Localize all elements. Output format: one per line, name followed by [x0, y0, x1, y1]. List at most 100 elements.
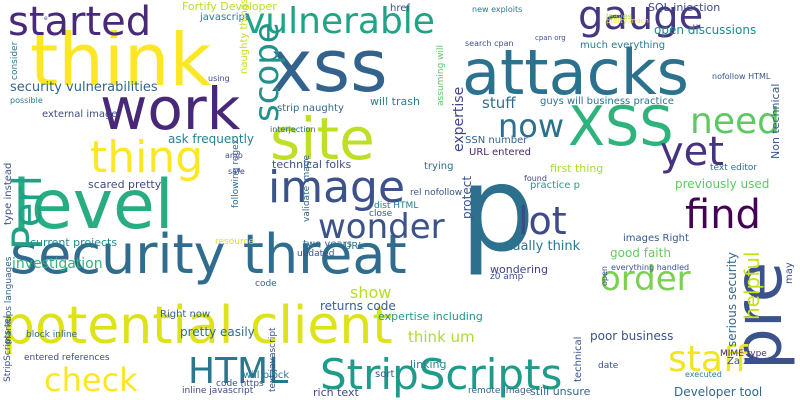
cloud-word: validate image: [302, 154, 312, 222]
cloud-word: guys will business practice: [540, 96, 674, 107]
cloud-word: need: [690, 101, 780, 142]
cloud-word: linking: [410, 358, 447, 371]
cloud-word: code: [255, 279, 277, 289]
cloud-word: amp: [225, 151, 243, 160]
cloud-word: good faith: [610, 246, 671, 260]
cloud-word: check: [44, 361, 138, 399]
cloud-word: Za z0: [727, 356, 755, 367]
cloud-word: pretty easily: [180, 325, 255, 339]
cloud-word: HTML: [188, 351, 289, 392]
cloud-word: started: [8, 0, 152, 45]
cloud-word: Developer tool: [674, 385, 763, 399]
cloud-word: trying: [424, 161, 454, 172]
cloud-word: inline javascript: [182, 386, 254, 396]
cloud-word: first thing: [550, 162, 604, 175]
cloud-word: interjection: [270, 125, 316, 134]
cloud-word: Non technical: [769, 83, 782, 159]
cloud-word: URL: [344, 241, 364, 252]
cloud-word: following regex: [231, 139, 241, 208]
cloud-word: may: [784, 262, 795, 284]
cloud-word: vulnerable: [244, 1, 435, 42]
cloud-word: href: [390, 3, 410, 14]
cloud-word: consider: [10, 41, 20, 80]
cloud-word: find: [685, 192, 761, 238]
cloud-word: order: [600, 259, 691, 299]
cloud-word: p: [460, 140, 535, 278]
cloud-word: open: [600, 266, 609, 286]
cloud-word: MIME type: [720, 349, 767, 359]
cloud-word: think: [30, 18, 212, 102]
cloud-word: staff: [668, 339, 748, 380]
cloud-word: everything handled: [611, 263, 690, 272]
cloud-word: text editor: [710, 163, 758, 173]
cloud-word: actually think: [492, 239, 581, 254]
cloud-word: site: [270, 105, 375, 173]
cloud-word: stuff: [482, 94, 516, 112]
cloud-word: markups languages: [4, 256, 14, 345]
cloud-word: current projects: [30, 236, 118, 249]
cloud-word: nofollow HTML: [712, 72, 771, 81]
cloud-word: investigation: [12, 256, 103, 272]
cloud-word: new exploits: [472, 5, 523, 14]
cloud-word: remote image: [468, 386, 532, 396]
cloud-word: ask frequently: [168, 132, 254, 146]
cloud-word: e: [44, 15, 48, 22]
cloud-word: yet: [660, 129, 724, 175]
cloud-word: search cpan: [465, 39, 514, 48]
cloud-word: two years: [303, 239, 352, 250]
cloud-word: work: [100, 75, 241, 143]
cloud-word: resource: [215, 237, 254, 247]
cloud-word: much everything: [580, 40, 666, 51]
cloud-word: Fortify Developer: [182, 0, 277, 13]
cloud-word: technical: [573, 336, 584, 382]
cloud-word: image: [268, 162, 406, 213]
cloud-word: technical folks: [272, 158, 352, 171]
cloud-word: expertise including: [378, 310, 483, 323]
cloud-word: safe: [228, 167, 245, 176]
cloud-word: URL entered: [469, 147, 531, 158]
cloud-word: date: [598, 361, 619, 371]
cloud-word: close: [369, 209, 393, 219]
cloud-word: XSS: [568, 95, 674, 158]
cloud-word: block inline: [26, 330, 78, 340]
cloud-word: images Right: [623, 233, 689, 244]
cloud-word: still unsure: [530, 385, 591, 398]
cloud-word: javascript: [200, 12, 249, 23]
cloud-word: helpful: [740, 251, 764, 320]
cloud-word: level: [12, 166, 174, 245]
cloud-word: thing: [90, 132, 204, 183]
cloud-word: pretty much: [606, 17, 649, 25]
cloud-word: show: [350, 283, 392, 302]
cloud-word: attacks: [462, 36, 689, 109]
cloud-word: rich text: [313, 386, 359, 399]
cloud-word: previously used: [675, 177, 770, 191]
cloud-word: wondering: [490, 263, 548, 276]
cloud-word: dist HTML: [374, 201, 419, 211]
cloud-word: strip naughty: [277, 103, 344, 114]
cloud-word: assuming will: [436, 44, 446, 106]
cloud-word: practice p: [530, 180, 580, 191]
cloud-word: wonder: [318, 207, 445, 247]
cloud-word: security threat: [10, 223, 407, 286]
cloud-word: scared pretty: [88, 178, 162, 191]
cloud-word: gauge: [578, 0, 704, 39]
cloud-word: xss: [270, 24, 388, 108]
cloud-word: SSN number: [465, 135, 528, 146]
cloud-word: expertise: [451, 86, 467, 152]
cloud-word: code https: [216, 379, 264, 389]
cloud-word: now: [498, 107, 565, 145]
cloud-word: sort: [375, 369, 395, 380]
cloud-word: poor business: [590, 329, 674, 343]
cloud-word: using: [208, 74, 230, 83]
cloud-word: cpan org: [535, 34, 566, 42]
cloud-word: serious security: [725, 252, 739, 347]
cloud-word: external image: [42, 109, 118, 120]
cloud-word: will trash: [370, 95, 420, 108]
cloud-word: potential client: [2, 296, 393, 356]
cloud-word: possible: [10, 96, 43, 105]
cloud-word: z0 amp: [490, 272, 524, 282]
cloud-word: executed: [685, 370, 722, 379]
cloud-word: lot: [518, 199, 567, 243]
cloud-word: updated: [297, 249, 335, 259]
cloud-word: type instead: [3, 162, 14, 225]
